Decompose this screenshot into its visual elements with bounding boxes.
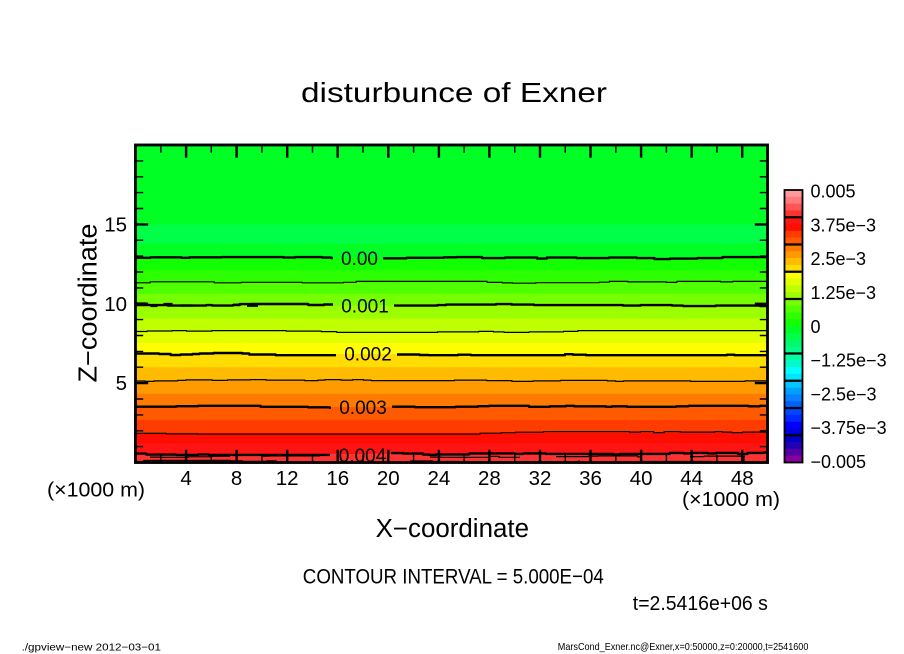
svg-text:(×1000 m): (×1000 m) [682, 489, 780, 511]
svg-text:48: 48 [731, 467, 754, 490]
svg-text:4: 4 [180, 467, 191, 490]
svg-text:12: 12 [276, 467, 299, 490]
svg-text:0.004: 0.004 [339, 446, 387, 467]
svg-text:36: 36 [579, 467, 602, 490]
svg-text:X−coordinate: X−coordinate [376, 515, 529, 543]
svg-text:CONTOUR INTERVAL = 5.000E−04: CONTOUR INTERVAL = 5.000E−04 [303, 564, 604, 588]
svg-text:0.001: 0.001 [341, 296, 389, 317]
svg-text:Z−coordinate: Z−coordinate [75, 224, 103, 383]
svg-text:2.5e−3: 2.5e−3 [811, 249, 867, 269]
svg-text:−0.005: −0.005 [811, 452, 867, 472]
svg-text:MarsCond_Exner.nc@Exner,x=0:50: MarsCond_Exner.nc@Exner,x=0:50000,z=0:20… [558, 641, 809, 653]
svg-text:20: 20 [377, 467, 400, 490]
svg-text:16: 16 [326, 467, 349, 490]
svg-text:0.002: 0.002 [344, 344, 392, 365]
svg-text:24: 24 [427, 467, 450, 490]
svg-text:(×1000 m): (×1000 m) [47, 479, 145, 501]
svg-text:32: 32 [529, 467, 552, 490]
svg-text:28: 28 [478, 467, 501, 490]
svg-text:t=2.5416e+06 s: t=2.5416e+06 s [633, 593, 768, 615]
svg-text:0: 0 [811, 317, 821, 337]
svg-text:0.005: 0.005 [811, 182, 856, 202]
svg-text:disturbunce of Exner: disturbunce of Exner [301, 77, 607, 108]
svg-text:1.25e−3: 1.25e−3 [811, 283, 877, 303]
svg-text:10: 10 [104, 293, 127, 316]
svg-text:−1.25e−3: −1.25e−3 [811, 351, 887, 371]
svg-text:./gpview−new 2012−03−01: ./gpview−new 2012−03−01 [22, 641, 162, 653]
svg-text:0.00: 0.00 [341, 249, 378, 270]
svg-text:5: 5 [116, 372, 127, 395]
svg-text:15: 15 [104, 213, 127, 236]
svg-text:−3.75e−3: −3.75e−3 [811, 418, 887, 438]
svg-text:0.003: 0.003 [339, 398, 387, 419]
svg-text:40: 40 [630, 467, 653, 490]
svg-text:44: 44 [680, 467, 703, 490]
svg-text:8: 8 [231, 467, 242, 490]
svg-text:−2.5e−3: −2.5e−3 [811, 384, 877, 404]
svg-text:3.75e−3: 3.75e−3 [811, 215, 877, 235]
